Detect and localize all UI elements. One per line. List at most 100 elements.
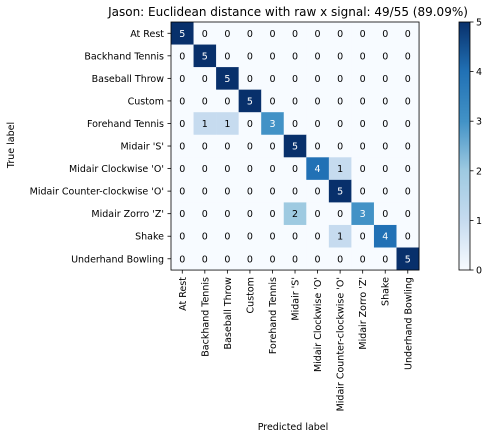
cell-value: 0 [202, 29, 208, 40]
heatmap-cell [216, 157, 239, 181]
heatmap-cell [373, 112, 397, 136]
heatmap-cell [306, 202, 330, 226]
heatmap-cell [306, 179, 330, 203]
heatmap-cell [216, 179, 239, 203]
x-tick-label: Midair 'S' [291, 277, 302, 321]
x-tick-label: Midair Counter-clockwise 'O' [336, 277, 347, 411]
heatmap-cell [238, 112, 262, 136]
heatmap-cell [351, 202, 375, 226]
cell-value: 0 [224, 209, 230, 220]
heatmap-cell [261, 112, 285, 136]
cell-value: 0 [247, 232, 253, 243]
x-tick-label: Midair Zorro 'Z' [358, 277, 369, 350]
cell-value: 5 [247, 96, 253, 107]
colorbar-tick-label: 5 [476, 18, 482, 29]
cell-value: 0 [202, 209, 208, 220]
heatmap-cell [171, 112, 194, 136]
cell-value: 0 [382, 254, 388, 265]
cell-value: 0 [382, 29, 388, 40]
y-tick-labels: At Rest Backhand Tennis Baseball Throw Cust… [30, 29, 171, 265]
cell-value: 0 [269, 187, 275, 198]
heatmap-cell [216, 44, 239, 68]
cell-value: 0 [337, 209, 343, 220]
cell-value: 0 [269, 164, 275, 175]
cell-value: 0 [292, 164, 298, 175]
cell-value: 0 [382, 142, 388, 153]
heatmap-cell [396, 89, 420, 113]
cell-value: 0 [360, 119, 366, 130]
heatmap-cell [193, 112, 217, 136]
cell-value: 3 [269, 119, 275, 130]
cell-value: 0 [292, 119, 298, 130]
cell-value: 0 [382, 96, 388, 107]
heatmap-cell [306, 22, 330, 45]
cell-value: 0 [202, 232, 208, 243]
heatmap-cell [283, 157, 307, 181]
cell-value: 0 [247, 254, 253, 265]
heatmap-cell [351, 134, 375, 158]
heatmap-cell [328, 22, 352, 45]
heatmap-cell [328, 224, 352, 248]
x-tick-label: Backhand Tennis [200, 277, 211, 357]
cell-value: 0 [247, 29, 253, 40]
cell-value: 0 [224, 232, 230, 243]
heatmap-cell [261, 44, 285, 68]
cell-value: 0 [360, 232, 366, 243]
heatmap-cell [238, 179, 262, 203]
cell-value: 0 [337, 29, 343, 40]
cell-value: 5 [202, 51, 208, 62]
heatmap-cell [193, 179, 217, 203]
cell-value: 0 [382, 74, 388, 85]
heatmap-cell [328, 202, 352, 226]
cell-value: 0 [269, 29, 275, 40]
cell-value: 0 [224, 254, 230, 265]
heatmap-cell [306, 44, 330, 68]
cell-value: 0 [269, 142, 275, 153]
heatmap-cell [306, 224, 330, 248]
heatmap-cell [283, 112, 307, 136]
cell-value: 2 [292, 209, 298, 220]
heatmap-cell [306, 89, 330, 113]
heatmap-cell [238, 44, 262, 68]
heatmap-cell [261, 157, 285, 181]
heatmap-cell [373, 22, 397, 45]
cell-value: 0 [292, 254, 298, 265]
heatmap-cell [193, 22, 217, 45]
cell-value: 0 [315, 254, 321, 265]
heatmap-cell [306, 247, 330, 271]
cell-value: 0 [247, 119, 253, 130]
heatmap-cell [171, 224, 194, 248]
heatmap-cell [396, 22, 420, 45]
cell-value-labels: 5 0 0 0 0 0 0 0 0 0 0 0 5 0 0 0 0 0 0 0 0 0 0 0 5 0 0 0 0 0 0 0 0 0 0 0 5 0 0 0… [179, 29, 411, 265]
colorbar-tick-label: 3 [476, 117, 482, 128]
heatmap-cell [328, 112, 352, 136]
x-tick-label: Underhand Bowling [403, 277, 414, 370]
heatmap-cell [396, 202, 420, 226]
cell-value: 0 [405, 51, 411, 62]
heatmap-cell [261, 247, 285, 271]
cell-value: 0 [360, 254, 366, 265]
cell-value: 0 [224, 29, 230, 40]
heatmap-cell [171, 134, 194, 158]
cell-value: 0 [382, 51, 388, 62]
heatmap-cell [396, 179, 420, 203]
cell-value: 5 [405, 254, 411, 265]
heatmap-cell [351, 22, 375, 45]
heatmap-cell [193, 134, 217, 158]
heatmap-cell [216, 224, 239, 248]
y-tick-label: At Rest [130, 29, 164, 40]
heatmap-cell [171, 247, 194, 271]
colorbar-tick-label: 4 [476, 67, 482, 78]
heatmap-cell [283, 44, 307, 68]
cell-value: 0 [202, 96, 208, 107]
heatmap-cell [216, 22, 239, 45]
cell-value: 0 [337, 51, 343, 62]
y-tick-label: Custom [128, 96, 164, 107]
cell-value: 0 [405, 119, 411, 130]
heatmap-cell [396, 247, 420, 271]
x-tick-label: Custom [245, 277, 256, 313]
heatmap-cell [328, 247, 352, 271]
heatmap-cell [238, 89, 262, 113]
cell-value: 0 [224, 187, 230, 198]
heatmap-cells [171, 22, 420, 271]
